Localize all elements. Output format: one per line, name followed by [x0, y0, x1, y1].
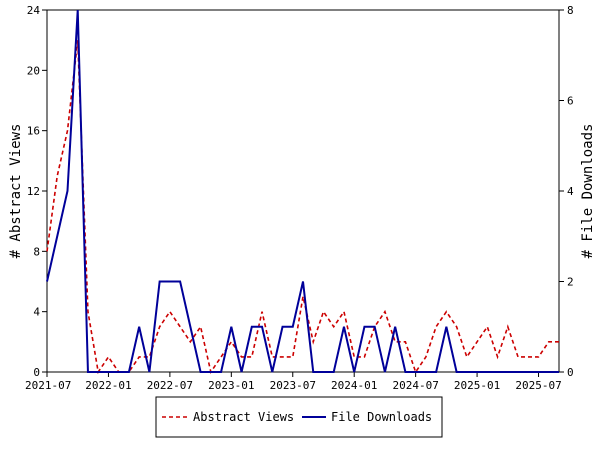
- y2-tick-label: 6: [567, 95, 574, 108]
- x-tick-label: 2024-07: [392, 379, 438, 392]
- y2-tick-label: 2: [567, 276, 574, 289]
- y-tick-label: 24: [27, 4, 41, 17]
- x-tick-label: 2025-07: [515, 379, 561, 392]
- x-tick-label: 2021-07: [25, 379, 71, 392]
- x-tick-label: 2022-01: [85, 379, 131, 392]
- y2-tick-label: 4: [567, 185, 574, 198]
- x-tick-label: 2023-01: [208, 379, 254, 392]
- right-y-axis: 0 2 4 6 8: [559, 4, 574, 379]
- x-tick-label: 2024-01: [331, 379, 377, 392]
- y-tick-label: 8: [33, 245, 40, 258]
- y-tick-label: 12: [27, 185, 40, 198]
- y-tick-label: 16: [27, 125, 40, 138]
- y-tick-label: 0: [33, 366, 40, 379]
- x-axis: 2021-07 2022-01 2022-07 2023-01 2023-07 2024-…: [25, 372, 562, 392]
- y2-axis-title: # File Downloads: [580, 124, 596, 259]
- plot-area: [46, 9, 560, 373]
- legend-box: [155, 396, 443, 438]
- y2-tick-label: 0: [567, 366, 574, 379]
- y2-tick-label: 8: [567, 4, 574, 17]
- x-tick-label: 2023-07: [270, 379, 316, 392]
- legend-label-abstract-views: Abstract Views: [193, 410, 294, 424]
- y-axis-title: # Abstract Views: [8, 124, 24, 259]
- left-y-axis: 0 4 8 12 16 20 24: [27, 4, 47, 379]
- x-tick-label: 2025-01: [454, 379, 500, 392]
- series-layer: [46, 9, 559, 375]
- legend: Abstract Views File Downloads: [155, 396, 443, 438]
- y-tick-label: 4: [33, 306, 40, 319]
- legend-label-file-downloads: File Downloads: [331, 410, 432, 424]
- y-tick-label: 20: [27, 64, 40, 77]
- series-line-abstract-views: [46, 40, 559, 375]
- series-line-file-downloads: [46, 9, 559, 373]
- x-tick-label: 2022-07: [147, 379, 193, 392]
